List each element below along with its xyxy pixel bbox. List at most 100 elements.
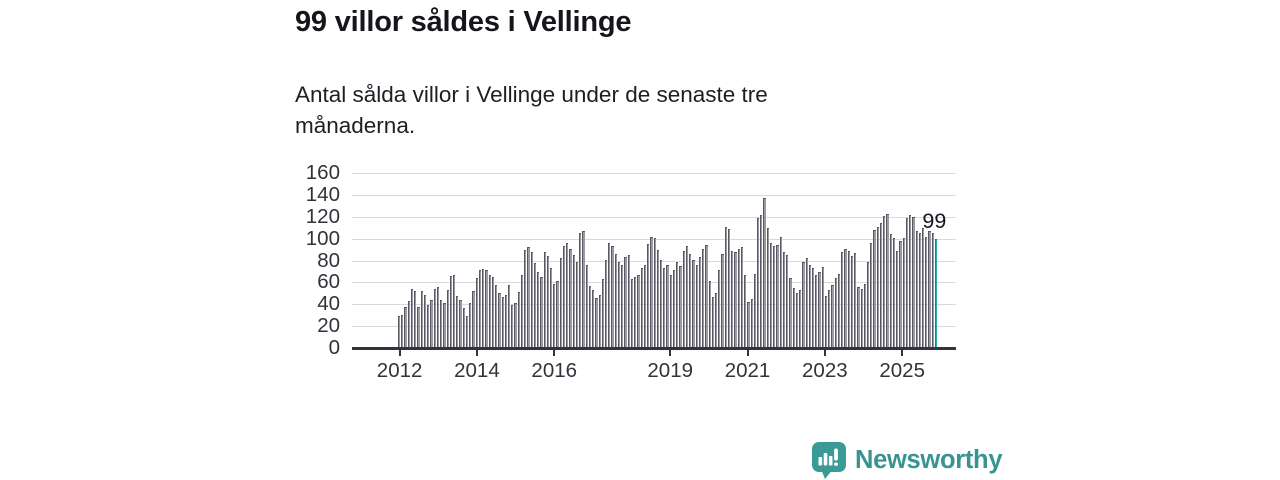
bar: [766, 227, 769, 348]
bar: [909, 214, 912, 348]
bar: [782, 251, 786, 348]
chart-subtitle: Antal sålda villor i Vellinge under de s…: [295, 82, 768, 138]
bar: [672, 270, 676, 348]
x-tick-label: 2021: [724, 359, 771, 382]
bar: [517, 292, 520, 348]
bar: [821, 267, 824, 348]
bar: [779, 236, 782, 348]
bar: [511, 305, 514, 348]
bar: [747, 302, 750, 348]
bar: [812, 268, 815, 348]
bar: [465, 316, 469, 348]
bar: [769, 243, 773, 348]
bar: [601, 279, 604, 348]
bar: [627, 255, 630, 348]
bar: [808, 264, 811, 348]
bar: [417, 306, 420, 348]
bar: [692, 259, 695, 348]
bar: [789, 278, 792, 348]
bar: [562, 246, 566, 348]
bar: [799, 290, 802, 348]
bar: [905, 217, 909, 348]
bar: [611, 246, 614, 348]
bar: [630, 279, 634, 348]
bar: [860, 289, 863, 348]
bar: [462, 307, 465, 348]
newsworthy-wordmark: Newsworthy: [855, 446, 1003, 474]
bar: [805, 258, 808, 348]
bar: [553, 283, 556, 348]
bar: [459, 299, 462, 348]
bar: [915, 231, 918, 348]
bar: [876, 226, 879, 348]
bar: [491, 277, 495, 348]
x-tick-label: 2025: [879, 359, 925, 382]
bar: [698, 257, 702, 348]
bar: [837, 273, 841, 348]
bar: [572, 255, 575, 348]
bar: [436, 286, 440, 348]
y-tick-label: 120: [305, 204, 340, 228]
bar: [495, 284, 498, 348]
bar: [831, 284, 834, 348]
bar: [427, 305, 430, 348]
bar: [714, 293, 718, 348]
x-axis-tick: [475, 349, 478, 356]
bar: [896, 250, 899, 348]
page-title: 99 villor såldes i Vellinge: [295, 6, 632, 38]
bar: [420, 291, 423, 348]
bar: [824, 295, 828, 348]
y-axis-labels: 0 20 40 60 80 100 120 140 160: [272, 161, 346, 359]
bar: [423, 294, 427, 348]
highlight-value-label: 99: [922, 208, 947, 233]
bar: [899, 240, 902, 348]
bar: [556, 281, 559, 348]
bar: [792, 287, 795, 348]
bar: [682, 250, 685, 348]
bar: [575, 261, 579, 348]
y-tick-label: 80: [317, 248, 340, 272]
bar: [818, 271, 821, 348]
x-tick-label: 2023: [802, 359, 848, 382]
bar: [773, 246, 776, 348]
bar: [663, 268, 666, 348]
x-tick-label: 2012: [376, 359, 423, 382]
newsworthy-logo: Newsworthy: [812, 442, 1003, 479]
bar: [918, 233, 921, 348]
bar: [605, 259, 608, 348]
bar: [482, 269, 485, 348]
gridline: [352, 173, 956, 174]
x-axis-tick: [746, 349, 749, 356]
y-tick-label: 60: [317, 270, 340, 294]
bar: [566, 243, 569, 348]
bar: [507, 284, 511, 348]
x-tick-label: 2016: [531, 359, 578, 382]
bar: [750, 298, 753, 348]
bar: [721, 254, 724, 348]
bar: [404, 306, 407, 348]
bar: [763, 198, 766, 348]
bar: [449, 275, 452, 348]
bar: [740, 247, 744, 348]
bar: [440, 299, 443, 348]
y-tick-label: 160: [305, 161, 340, 184]
bar: [705, 245, 708, 348]
bar: [892, 237, 896, 348]
bar: [488, 274, 491, 348]
bar: [744, 274, 747, 348]
bar: [540, 277, 543, 348]
bar: [546, 256, 550, 348]
bar: [595, 297, 598, 348]
bar-series: [398, 173, 938, 348]
bar: [520, 274, 524, 348]
bar: [854, 252, 857, 348]
bar: [702, 248, 705, 348]
bar: [485, 270, 488, 348]
x-axis-tick: [823, 349, 826, 356]
bar: [928, 231, 931, 348]
bar: [533, 262, 537, 348]
bar: [475, 278, 478, 348]
bar: [727, 228, 731, 348]
bar: [469, 303, 472, 348]
bar: [617, 261, 621, 348]
